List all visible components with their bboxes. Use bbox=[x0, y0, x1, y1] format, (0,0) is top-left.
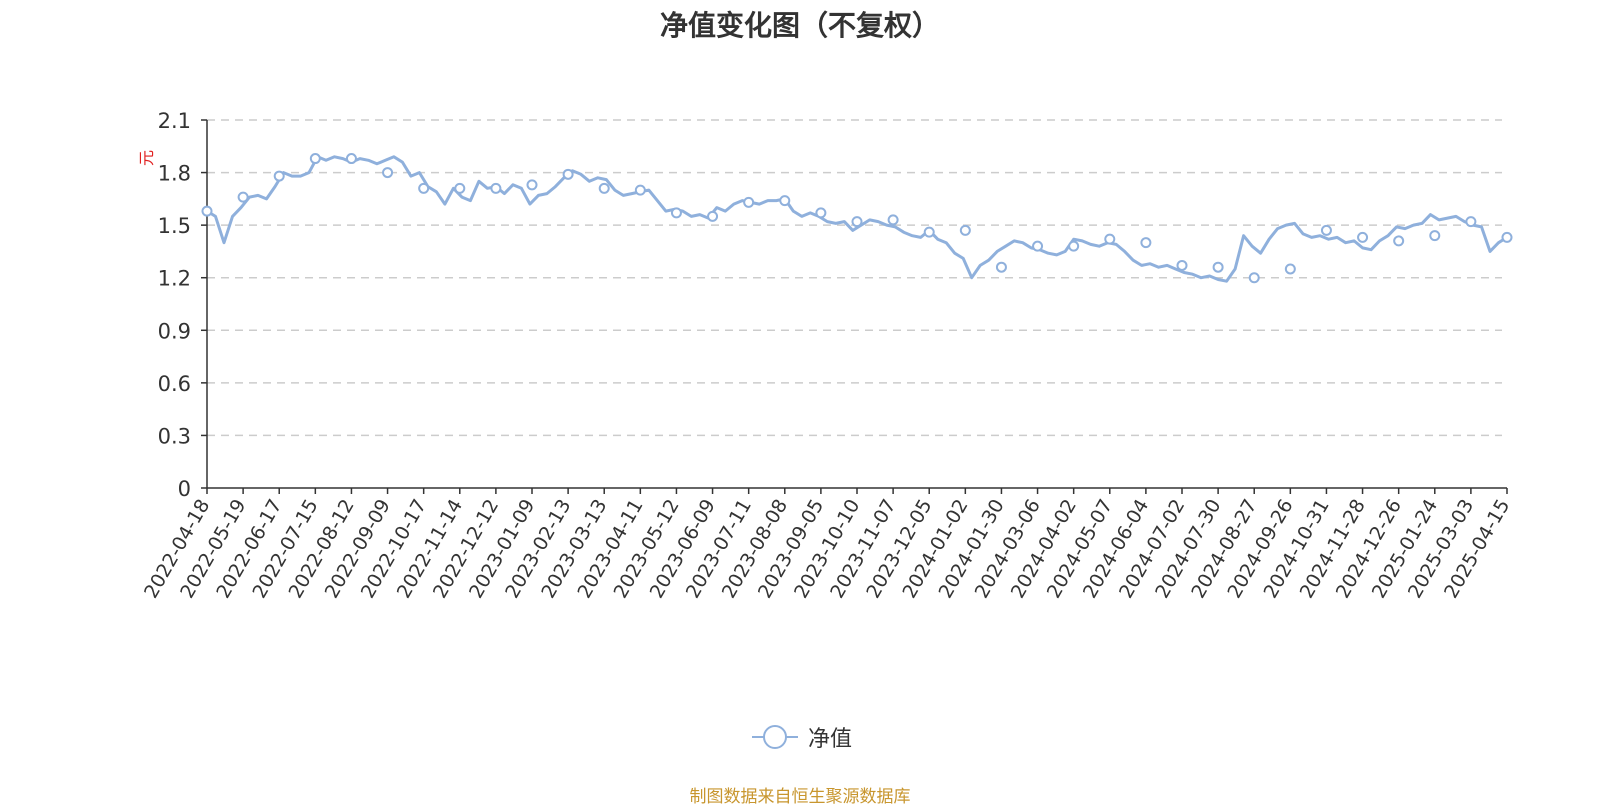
series-line-nav bbox=[206, 155, 1508, 283]
data-point-marker[interactable] bbox=[490, 182, 502, 194]
data-point-marker[interactable] bbox=[743, 196, 755, 208]
data-point-marker[interactable] bbox=[1248, 272, 1260, 284]
x-tick-labels: 2022-04-182022-05-192022-06-172022-07-15… bbox=[140, 495, 1514, 602]
data-point-marker[interactable] bbox=[887, 214, 899, 226]
data-point-marker[interactable] bbox=[1357, 231, 1369, 243]
data-point-marker[interactable] bbox=[1032, 240, 1044, 252]
data-point-marker[interactable] bbox=[526, 179, 538, 191]
y-tick-label: 1.5 bbox=[158, 214, 191, 238]
chart-title: 净值变化图（不复权） bbox=[659, 9, 940, 42]
data-point-marker[interactable] bbox=[995, 261, 1007, 273]
data-point-marker[interactable] bbox=[454, 182, 466, 194]
data-point-marker[interactable] bbox=[959, 224, 971, 236]
data-point-marker[interactable] bbox=[1320, 224, 1332, 236]
data-source-note: 制图数据来自恒生聚源数据库 bbox=[689, 787, 911, 807]
gridlines bbox=[201, 119, 1502, 489]
data-point-marker[interactable] bbox=[1104, 233, 1116, 245]
legend-line-marker-icon bbox=[752, 725, 798, 749]
y-tick-label: 2.1 bbox=[158, 109, 191, 133]
data-point-marker[interactable] bbox=[851, 216, 863, 228]
data-point-marker[interactable] bbox=[1212, 261, 1224, 273]
legend[interactable]: 净值 bbox=[750, 722, 852, 752]
series-markers bbox=[201, 153, 1513, 284]
y-tick-label: 0 bbox=[178, 477, 191, 501]
data-point-marker[interactable] bbox=[309, 153, 321, 165]
data-point-marker[interactable] bbox=[201, 205, 213, 217]
data-point-marker[interactable] bbox=[562, 168, 574, 180]
data-point-marker[interactable] bbox=[634, 184, 646, 196]
data-point-marker[interactable] bbox=[1393, 235, 1405, 247]
data-point-marker[interactable] bbox=[815, 207, 827, 219]
data-point-marker[interactable] bbox=[418, 182, 430, 194]
y-tick-labels: 0 0.3 0.6 0.9 1.2 1.5 1.8 2.1 bbox=[158, 109, 191, 501]
data-point-marker[interactable] bbox=[1465, 216, 1477, 228]
y-tick-label: 0.9 bbox=[158, 319, 191, 343]
data-point-marker[interactable] bbox=[382, 167, 394, 179]
data-point-marker[interactable] bbox=[1140, 237, 1152, 249]
axes bbox=[206, 120, 1508, 494]
data-point-marker[interactable] bbox=[1501, 231, 1513, 243]
y-axis-unit-label: 元 bbox=[137, 150, 156, 166]
data-point-marker[interactable] bbox=[598, 182, 610, 194]
data-point-marker[interactable] bbox=[345, 153, 357, 165]
data-point-marker[interactable] bbox=[1429, 230, 1441, 242]
data-point-marker[interactable] bbox=[1284, 263, 1296, 275]
data-point-marker[interactable] bbox=[1068, 240, 1080, 252]
y-tick-label: 1.2 bbox=[158, 267, 191, 291]
legend-label: 净值 bbox=[808, 727, 853, 752]
y-tick-label: 1.8 bbox=[158, 162, 191, 186]
y-tick-label: 0.3 bbox=[158, 424, 191, 448]
data-point-marker[interactable] bbox=[237, 191, 249, 203]
data-point-marker[interactable] bbox=[779, 195, 791, 207]
data-point-marker[interactable] bbox=[670, 207, 682, 219]
data-point-marker[interactable] bbox=[1176, 259, 1188, 271]
y-tick-label: 0.6 bbox=[158, 372, 191, 396]
data-point-marker[interactable] bbox=[923, 226, 935, 238]
data-point-marker[interactable] bbox=[707, 210, 719, 222]
data-point-marker[interactable] bbox=[273, 170, 285, 182]
